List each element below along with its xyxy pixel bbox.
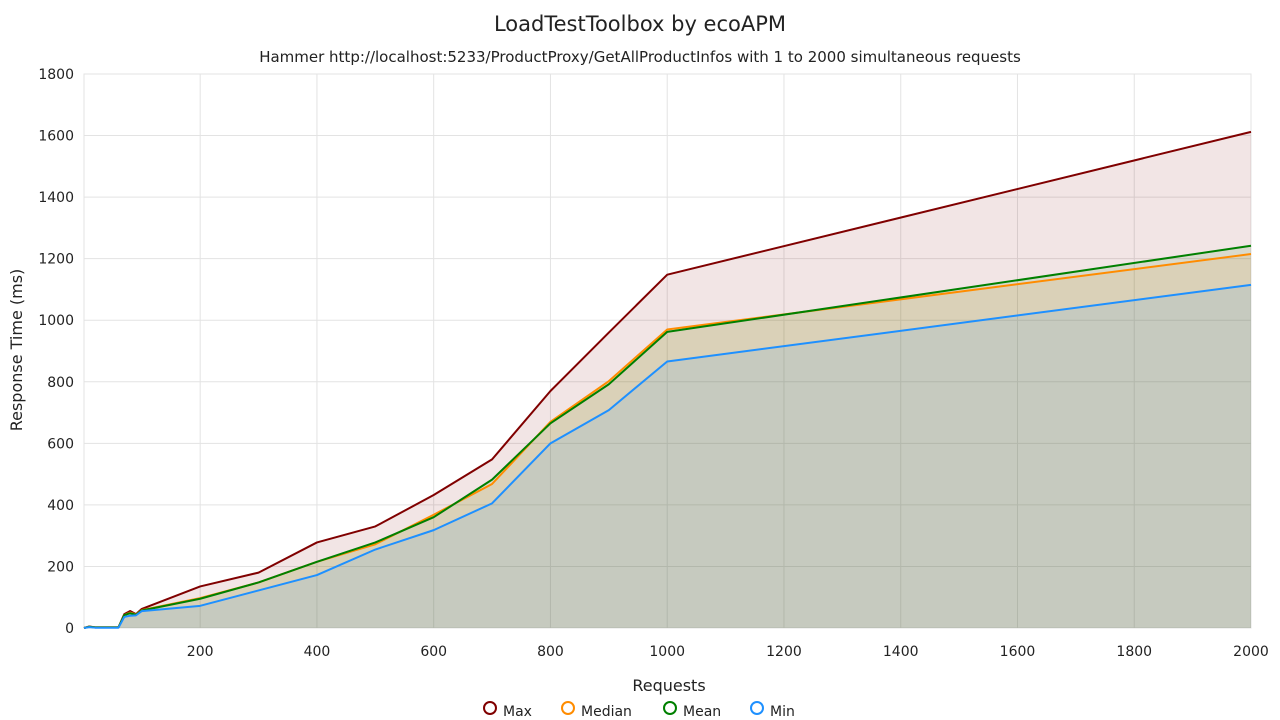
x-tick-label: 2000 xyxy=(1233,644,1269,660)
y-tick-label: 1000 xyxy=(38,313,74,329)
area-median xyxy=(84,254,1251,629)
y-tick-label: 1200 xyxy=(38,252,74,268)
x-tick-labels: 200 400 600 800 1000 1200 1400 1600 1800 2000 xyxy=(187,644,1269,660)
line-min xyxy=(83,283,1252,629)
legend-item-min[interactable]: Min xyxy=(750,701,795,720)
legend-item-mean[interactable]: Mean xyxy=(663,701,721,720)
legend-item-median[interactable]: Median xyxy=(561,701,632,720)
legend-marker xyxy=(750,701,764,715)
area-mean xyxy=(84,245,1251,629)
y-tick-label: 800 xyxy=(47,375,74,391)
chart-title: LoadTestToolbox by ecoAPM xyxy=(494,12,786,36)
x-axis-label: Requests xyxy=(632,676,705,695)
y-axis-label: Response Time (ms) xyxy=(7,269,26,432)
x-tick-label: 1000 xyxy=(649,644,685,660)
x-tick-label: 1200 xyxy=(766,644,802,660)
area-min xyxy=(84,284,1251,628)
y-tick-label: 600 xyxy=(47,436,74,452)
series-areas xyxy=(84,131,1251,629)
y-tick-label: 1400 xyxy=(38,190,74,206)
x-tick-label: 200 xyxy=(187,644,214,660)
grid xyxy=(83,73,1252,629)
y-tick-label: 1600 xyxy=(38,129,74,145)
series-lines xyxy=(83,130,1252,629)
legend-item-max[interactable]: Max xyxy=(483,701,532,720)
y-tick-labels: 0 200 400 600 800 1000 1200 1400 1600 1800 xyxy=(38,67,74,637)
legend-label: Min xyxy=(770,704,795,720)
legend-label: Max xyxy=(503,704,532,720)
legend-label: Mean xyxy=(683,704,721,720)
x-tick-label: 800 xyxy=(537,644,564,660)
x-tick-label: 400 xyxy=(304,644,331,660)
x-tick-label: 1400 xyxy=(883,644,919,660)
y-tick-label: 1800 xyxy=(38,67,74,83)
area-max xyxy=(84,131,1251,629)
x-tick-label: 1600 xyxy=(1000,644,1036,660)
legend-marker xyxy=(561,701,575,715)
legend-marker xyxy=(663,701,677,715)
x-tick-label: 1800 xyxy=(1116,644,1152,660)
legend-label: Median xyxy=(581,704,632,720)
legend-marker xyxy=(483,701,497,715)
chart-subtitle: Hammer http://localhost:5233/ProductProx… xyxy=(259,48,1021,66)
legend: Max Median Mean Min xyxy=(483,701,795,720)
x-tick-label: 600 xyxy=(420,644,447,660)
y-tick-label: 400 xyxy=(47,498,74,514)
y-tick-label: 0 xyxy=(65,621,74,637)
y-tick-label: 200 xyxy=(47,559,74,575)
